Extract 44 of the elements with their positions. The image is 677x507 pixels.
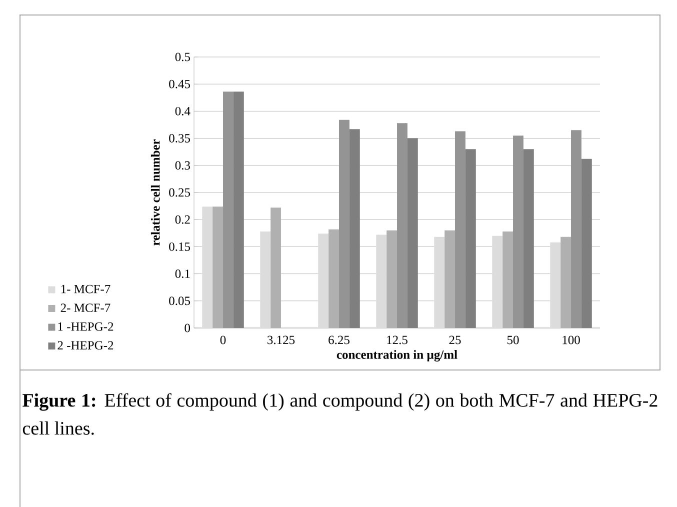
bar bbox=[571, 130, 582, 328]
bar bbox=[233, 91, 244, 328]
bar bbox=[581, 158, 592, 328]
bar bbox=[492, 236, 503, 328]
y-tick-label: 0.4 bbox=[175, 106, 190, 116]
bar bbox=[260, 231, 271, 328]
legend-label: 1- MCF-7 bbox=[61, 284, 110, 294]
legend-label: 2- MCF-7 bbox=[60, 303, 110, 312]
bar bbox=[397, 122, 408, 328]
x-tick-label: 12.5 bbox=[387, 336, 408, 344]
y-tick-label: 0.2 bbox=[175, 215, 190, 224]
x-axis-title: concentration in µg/ml bbox=[336, 350, 458, 362]
bar bbox=[465, 148, 476, 328]
x-tick-label: 3.125 bbox=[268, 336, 295, 344]
y-tick-label: 0.45 bbox=[169, 80, 190, 88]
x-tick-label: 100 bbox=[562, 336, 580, 344]
y-tick-label: 0.1 bbox=[175, 269, 190, 278]
x-tick-label: 0 bbox=[220, 336, 226, 344]
bar bbox=[202, 206, 213, 328]
y-tick-label: 0.25 bbox=[169, 188, 190, 196]
bar bbox=[318, 233, 329, 328]
bar bbox=[339, 120, 350, 328]
x-tick-label: 6.25 bbox=[328, 336, 350, 344]
bar bbox=[523, 148, 534, 328]
bar bbox=[513, 135, 524, 328]
bar bbox=[223, 91, 234, 328]
legend-label: 1 -HEPG-2 bbox=[58, 322, 114, 331]
bar bbox=[349, 128, 360, 328]
y-tick-label: 0.15 bbox=[169, 242, 190, 251]
legend-label: 2 -HEPG-2 bbox=[58, 340, 114, 350]
x-tick-label: 50 bbox=[507, 336, 519, 344]
bar bbox=[455, 131, 466, 328]
bar bbox=[407, 138, 418, 328]
bar bbox=[376, 234, 387, 328]
y-tick-label: 0.05 bbox=[169, 296, 190, 305]
text: Figure 1: Effect of compound (1) and compound (2) on both MCF-7 and HEPG-2 cell lines. bbox=[22, 392, 658, 435]
bar bbox=[434, 236, 445, 328]
y-axis-title: relative cell number bbox=[150, 139, 160, 246]
y-tick-label: 0.3 bbox=[175, 160, 190, 170]
y-tick-label: 0.5 bbox=[175, 52, 190, 61]
x-tick-label: 25 bbox=[449, 336, 461, 344]
y-tick-label: 0 bbox=[184, 324, 190, 332]
y-tick-label: 0.35 bbox=[169, 134, 190, 142]
bar bbox=[550, 242, 561, 328]
